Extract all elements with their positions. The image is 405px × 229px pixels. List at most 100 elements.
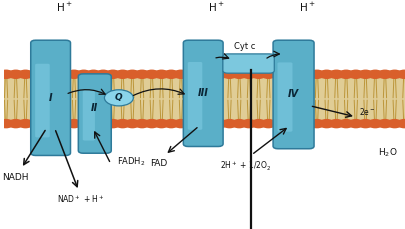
- Text: Cyt c: Cyt c: [233, 42, 255, 51]
- Circle shape: [193, 120, 207, 128]
- Circle shape: [57, 70, 71, 78]
- Circle shape: [193, 70, 207, 78]
- FancyBboxPatch shape: [78, 74, 111, 153]
- Circle shape: [396, 120, 405, 128]
- Circle shape: [386, 120, 401, 128]
- Circle shape: [290, 120, 304, 128]
- Circle shape: [338, 70, 352, 78]
- Circle shape: [86, 120, 100, 128]
- Circle shape: [367, 120, 382, 128]
- Circle shape: [18, 120, 33, 128]
- Circle shape: [260, 70, 275, 78]
- Circle shape: [251, 70, 265, 78]
- Circle shape: [154, 70, 168, 78]
- Circle shape: [280, 70, 294, 78]
- Circle shape: [241, 120, 256, 128]
- Circle shape: [125, 120, 139, 128]
- FancyBboxPatch shape: [35, 64, 49, 137]
- Text: 2e$^-$: 2e$^-$: [358, 106, 374, 117]
- Circle shape: [348, 120, 362, 128]
- Circle shape: [212, 120, 226, 128]
- Text: NADH: NADH: [2, 173, 29, 182]
- Circle shape: [173, 70, 188, 78]
- Circle shape: [309, 120, 323, 128]
- Circle shape: [125, 70, 139, 78]
- Circle shape: [134, 120, 149, 128]
- Text: H$_2$O: H$_2$O: [377, 147, 397, 159]
- Circle shape: [9, 70, 23, 78]
- Circle shape: [270, 120, 285, 128]
- Circle shape: [144, 120, 159, 128]
- Circle shape: [386, 70, 401, 78]
- Circle shape: [9, 120, 23, 128]
- Text: II: II: [91, 103, 98, 113]
- Circle shape: [328, 70, 343, 78]
- Circle shape: [0, 70, 13, 78]
- Circle shape: [105, 70, 120, 78]
- Circle shape: [86, 70, 100, 78]
- Circle shape: [299, 70, 314, 78]
- Circle shape: [77, 70, 91, 78]
- Circle shape: [280, 120, 294, 128]
- Circle shape: [299, 120, 314, 128]
- Circle shape: [222, 70, 236, 78]
- Circle shape: [358, 70, 372, 78]
- Circle shape: [183, 70, 197, 78]
- Circle shape: [28, 70, 42, 78]
- Circle shape: [222, 120, 236, 128]
- Circle shape: [202, 70, 217, 78]
- Circle shape: [47, 70, 62, 78]
- Circle shape: [134, 70, 149, 78]
- Circle shape: [38, 70, 52, 78]
- Circle shape: [173, 120, 188, 128]
- Circle shape: [144, 70, 159, 78]
- Circle shape: [57, 120, 71, 128]
- Circle shape: [202, 120, 217, 128]
- Circle shape: [154, 120, 168, 128]
- Circle shape: [47, 120, 62, 128]
- Circle shape: [105, 120, 120, 128]
- Circle shape: [377, 70, 391, 78]
- Text: Q: Q: [115, 93, 122, 102]
- FancyBboxPatch shape: [31, 40, 70, 155]
- FancyBboxPatch shape: [273, 40, 313, 149]
- Circle shape: [309, 70, 323, 78]
- Circle shape: [0, 120, 13, 128]
- Circle shape: [377, 120, 391, 128]
- FancyBboxPatch shape: [183, 40, 222, 147]
- Circle shape: [328, 120, 343, 128]
- Circle shape: [367, 70, 382, 78]
- Circle shape: [115, 70, 130, 78]
- Circle shape: [164, 70, 178, 78]
- Text: I: I: [49, 93, 52, 103]
- Text: FAD: FAD: [150, 159, 167, 169]
- Circle shape: [348, 70, 362, 78]
- Circle shape: [251, 120, 265, 128]
- Circle shape: [115, 120, 130, 128]
- Circle shape: [319, 70, 333, 78]
- Text: IV: IV: [287, 90, 298, 99]
- Text: H$^+$: H$^+$: [298, 0, 315, 14]
- Text: FADH$_2$: FADH$_2$: [117, 155, 145, 168]
- Circle shape: [319, 120, 333, 128]
- Circle shape: [260, 120, 275, 128]
- Text: 2H$^+$ + 1/2O$_2$: 2H$^+$ + 1/2O$_2$: [219, 159, 271, 173]
- Circle shape: [358, 120, 372, 128]
- Circle shape: [241, 70, 256, 78]
- FancyBboxPatch shape: [277, 63, 292, 132]
- Circle shape: [290, 70, 304, 78]
- Circle shape: [231, 120, 246, 128]
- Circle shape: [104, 90, 133, 106]
- FancyBboxPatch shape: [83, 90, 95, 141]
- Circle shape: [164, 120, 178, 128]
- Circle shape: [212, 70, 226, 78]
- FancyBboxPatch shape: [222, 54, 274, 73]
- Circle shape: [67, 70, 81, 78]
- Circle shape: [18, 70, 33, 78]
- Circle shape: [96, 70, 110, 78]
- Circle shape: [338, 120, 352, 128]
- Text: NAD$^+$ + H$^+$: NAD$^+$ + H$^+$: [57, 193, 104, 205]
- Circle shape: [183, 120, 197, 128]
- Circle shape: [231, 70, 246, 78]
- Circle shape: [77, 120, 91, 128]
